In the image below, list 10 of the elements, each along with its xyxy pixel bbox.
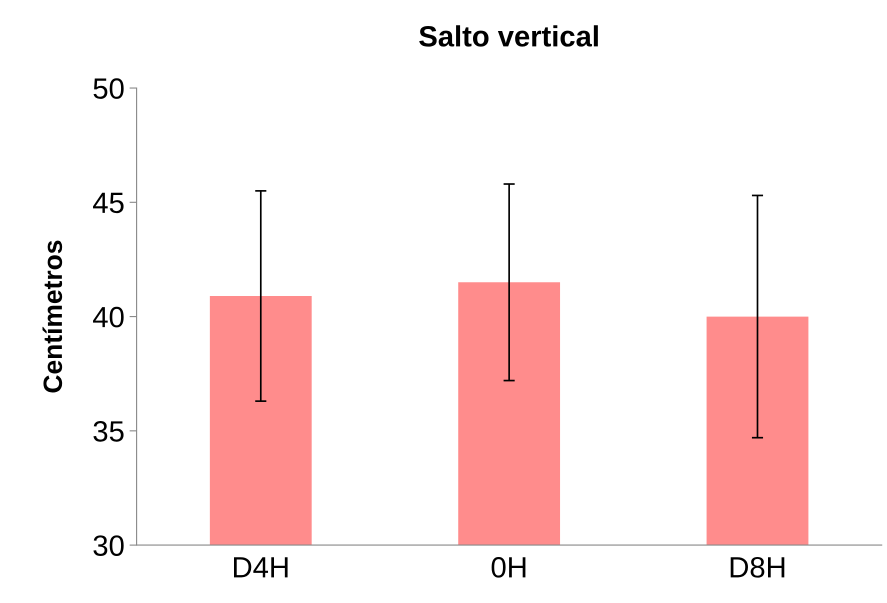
x-tick-label: 0H bbox=[492, 556, 526, 578]
chart-title: Salto vertical bbox=[419, 25, 598, 47]
y-axis-title: Centímetros bbox=[42, 240, 62, 392]
y-tick-label: 35 bbox=[93, 421, 124, 442]
y-tick-label: 50 bbox=[94, 78, 124, 99]
x-tick-label: D8H bbox=[730, 556, 784, 578]
y-tick-label: 30 bbox=[93, 535, 124, 556]
y-tick-label: 40 bbox=[93, 306, 124, 328]
y-tick-label: 45 bbox=[93, 192, 124, 214]
x-tick-label: D4H bbox=[234, 557, 288, 578]
